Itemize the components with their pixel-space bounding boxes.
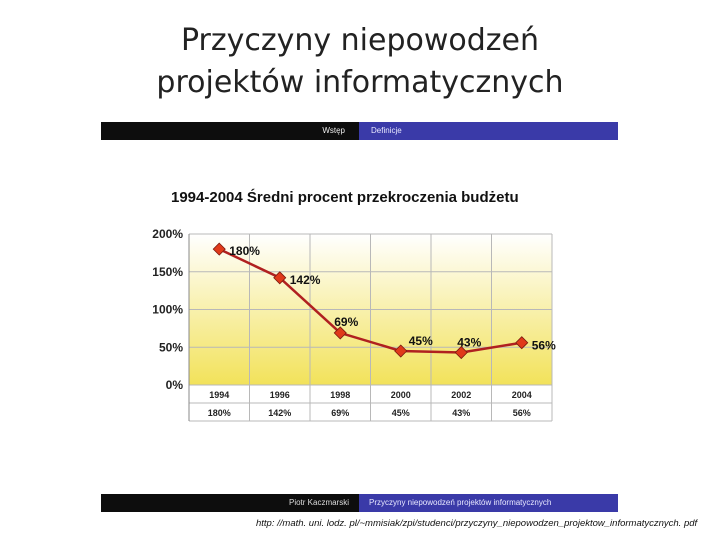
data-point-marker xyxy=(394,344,408,358)
table-value-cell: 142% xyxy=(268,408,291,418)
data-label: 69% xyxy=(334,315,358,329)
footer-presentation-title: Przyczyny niepowodzeń projektów informat… xyxy=(359,494,618,512)
data-point-marker xyxy=(454,345,468,360)
y-tick-label: 200% xyxy=(152,227,183,241)
slide-title-line-2: projektów informatycznych xyxy=(156,65,564,100)
table-value-cell: 69% xyxy=(331,408,349,418)
y-tick-label: 100% xyxy=(152,303,183,317)
data-label: 180% xyxy=(229,244,260,258)
x-category-label: 2004 xyxy=(512,390,532,400)
x-category-label: 2000 xyxy=(391,390,411,400)
budget-overrun-chart: 1994-2004 Średni procent przekroczenia b… xyxy=(152,188,556,422)
data-point-marker xyxy=(515,336,529,350)
y-tick-label: 50% xyxy=(159,340,183,354)
x-category-label: 1996 xyxy=(270,390,290,400)
data-label: 43% xyxy=(457,336,481,350)
x-category-label: 1994 xyxy=(209,390,229,400)
series-line xyxy=(218,247,522,354)
slide-title: Przyczyny niepowodzeń projektów informat… xyxy=(0,20,720,104)
embedded-slide: Wstęp Definicje 1994-2004 Średni procent… xyxy=(101,122,618,512)
header-section-intro[interactable]: Wstęp xyxy=(101,122,359,140)
y-tick-label: 0% xyxy=(166,378,184,392)
data-label: 56% xyxy=(532,339,556,353)
x-category-label: 1998 xyxy=(330,390,350,400)
table-value-cell: 45% xyxy=(392,408,410,418)
table-value-cell: 43% xyxy=(452,408,470,418)
header-section-definitions[interactable]: Definicje xyxy=(359,122,618,140)
chart-title: 1994-2004 Średni procent przekroczenia b… xyxy=(171,188,519,206)
y-tick-label: 150% xyxy=(152,265,183,279)
footer-author: Piotr Kaczmarski xyxy=(101,494,359,512)
data-point-marker xyxy=(333,326,347,340)
source-url[interactable]: http: //math. uni. lodz. pl/~mmisiak/zpi… xyxy=(256,518,698,529)
data-point-marker xyxy=(273,271,287,285)
table-value-cell: 56% xyxy=(513,408,531,418)
data-label: 45% xyxy=(409,334,433,348)
data-label: 142% xyxy=(290,273,321,287)
data-point-marker xyxy=(212,242,226,256)
slide-title-line-1: Przyczyny niepowodzeń xyxy=(180,23,540,58)
x-category-label: 2002 xyxy=(451,390,471,400)
table-value-cell: 180% xyxy=(208,408,231,418)
header-bar: Wstęp Definicje xyxy=(101,122,618,140)
footer-bar: Piotr Kaczmarski Przyczyny niepowodzeń p… xyxy=(101,494,618,512)
